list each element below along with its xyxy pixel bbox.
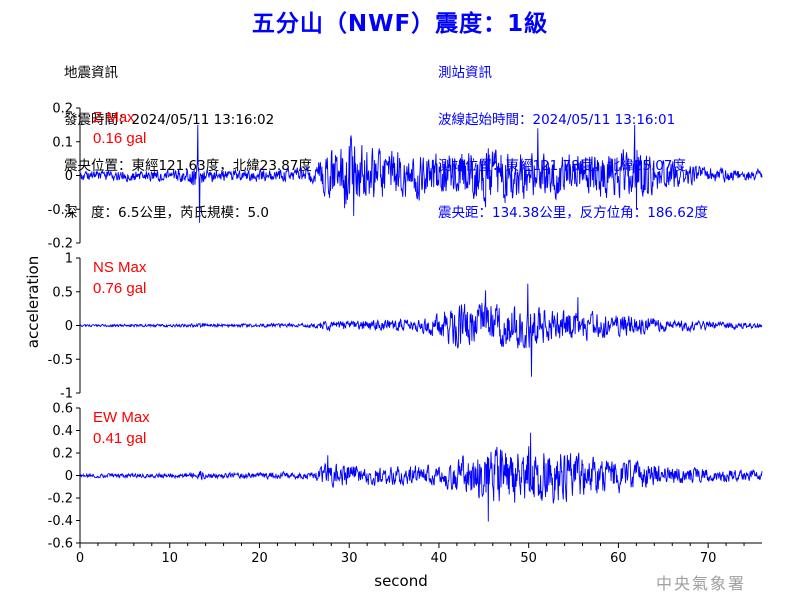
x-tick-label: 10: [161, 551, 178, 566]
wave-start-time: 波線起始時間：2024/05/11 13:16:01: [438, 111, 676, 128]
y-tick-label-EW: 0.6: [52, 402, 73, 417]
y-tick-label-Z: -0.2: [48, 237, 73, 252]
x-tick-label: 20: [251, 551, 268, 566]
trace-Z: [79, 124, 763, 223]
component-label-EW: EW Max: [93, 409, 150, 426]
page-title: 五分山（NWF）震度：1級: [251, 11, 549, 37]
y-tick-label-EW: -0.6: [48, 537, 73, 552]
origin-time: 發震時間：2024/05/11 13:16:02: [64, 111, 275, 128]
component-label-Z: Z Max: [93, 109, 135, 126]
x-tick-label: 0: [76, 551, 84, 566]
component-label-NS: NS Max: [93, 259, 147, 276]
y-tick-label-NS: -0.5: [48, 353, 73, 368]
y-tick-label-NS: 0.5: [52, 285, 73, 300]
y-tick-label-EW: 0: [65, 469, 73, 484]
max-value-EW: 0.41 gal: [93, 430, 146, 447]
y-tick-label-EW: -0.2: [48, 492, 73, 507]
epicenter-location: 震央位置：東經121.63度，北緯23.87度: [64, 158, 312, 174]
y-tick-label-EW: 0.2: [52, 447, 73, 462]
y-tick-label-Z: 0.1: [52, 135, 73, 150]
x-axis-title: second: [374, 572, 428, 590]
y-tick-label-Z: 0.2: [52, 102, 73, 117]
y-tick-label-NS: -1: [60, 387, 73, 402]
event-info-block: 地震資訊 發震時間：2024/05/11 13:16:02 震央位置：東經121…: [64, 35, 312, 237]
y-tick-label-EW: 0.4: [52, 424, 73, 439]
y-tick-label-Z: 0: [65, 169, 73, 184]
y-tick-label-EW: -0.4: [48, 514, 73, 529]
y-axis-title: acceleration: [24, 256, 42, 348]
x-tick-label: 40: [431, 551, 448, 566]
x-tick-label: 50: [520, 551, 537, 566]
x-tick-label: 70: [700, 551, 717, 566]
trace-NS: [79, 283, 763, 377]
x-tick-label: 60: [610, 551, 627, 566]
agency-credit: 中央氣象署: [656, 574, 747, 593]
max-value-NS: 0.76 gal: [93, 280, 146, 297]
station-info-heading: 測站資訊: [438, 65, 492, 81]
max-value-Z: 0.16 gal: [93, 130, 146, 147]
distance-azimuth: 震央距：134.38公里，反方位角：186.62度: [438, 204, 708, 221]
event-info-heading: 地震資訊: [64, 65, 118, 81]
depth-magnitude: 深 度：6.5公里，芮氏規模：5.0: [64, 204, 269, 221]
x-tick-label: 30: [341, 551, 358, 566]
y-tick-label-Z: -0.1: [48, 203, 73, 218]
trace-EW: [79, 432, 763, 522]
y-tick-label-NS: 1: [65, 252, 73, 267]
y-tick-label-NS: 0: [65, 319, 73, 334]
